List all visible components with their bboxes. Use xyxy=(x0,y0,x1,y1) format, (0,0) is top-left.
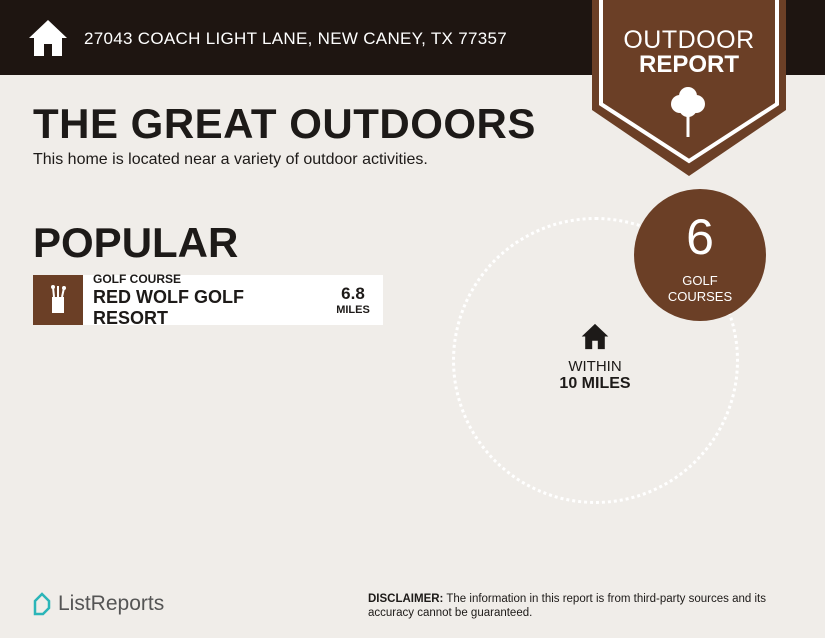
banner-line1: OUTDOOR xyxy=(623,26,755,54)
logo-text: ListReports xyxy=(58,592,165,615)
popular-heading: POPULAR xyxy=(33,219,239,266)
item-category: GOLF COURSE xyxy=(93,271,182,286)
tree-icon xyxy=(671,87,705,137)
page-subtitle: This home is located near a variety of o… xyxy=(33,151,428,168)
listreports-logo: ListReports xyxy=(32,592,164,616)
golf-bag-icon xyxy=(33,275,83,325)
house-icon xyxy=(581,323,609,350)
range-label: 10 MILES xyxy=(559,375,631,392)
popular-item-card: GOLF COURSE RED WOLF GOLF RESORT 6.8 MIL… xyxy=(33,271,383,328)
count-circle: 6 GOLF COURSES xyxy=(634,189,766,321)
within-label: WITHIN xyxy=(568,358,622,375)
disclaimer-text: The information in this report is from t… xyxy=(368,593,766,619)
radius-ring xyxy=(452,217,739,504)
listreports-logo-icon xyxy=(33,592,51,616)
count-label-2: COURSES xyxy=(667,289,733,304)
item-distance: 6.8 xyxy=(341,284,365,303)
banner-line2: REPORT xyxy=(638,51,739,78)
house-icon xyxy=(29,20,67,56)
page-title: THE GREAT OUTDOORS xyxy=(33,100,536,147)
item-name: RED WOLF GOLF RESORT xyxy=(93,286,244,328)
count-label-1: GOLF xyxy=(682,273,718,288)
golf-course-count: 6 xyxy=(686,209,714,265)
disclaimer-label: DISCLAIMER: xyxy=(368,593,444,605)
item-distance-unit: MILES xyxy=(336,304,370,316)
radius-center: WITHIN 10 MILES xyxy=(520,323,670,393)
property-address: 27043 COACH LIGHT LANE, NEW CANEY, TX 77… xyxy=(84,29,507,48)
disclaimer: DISCLAIMER: The information in this repo… xyxy=(368,592,798,620)
